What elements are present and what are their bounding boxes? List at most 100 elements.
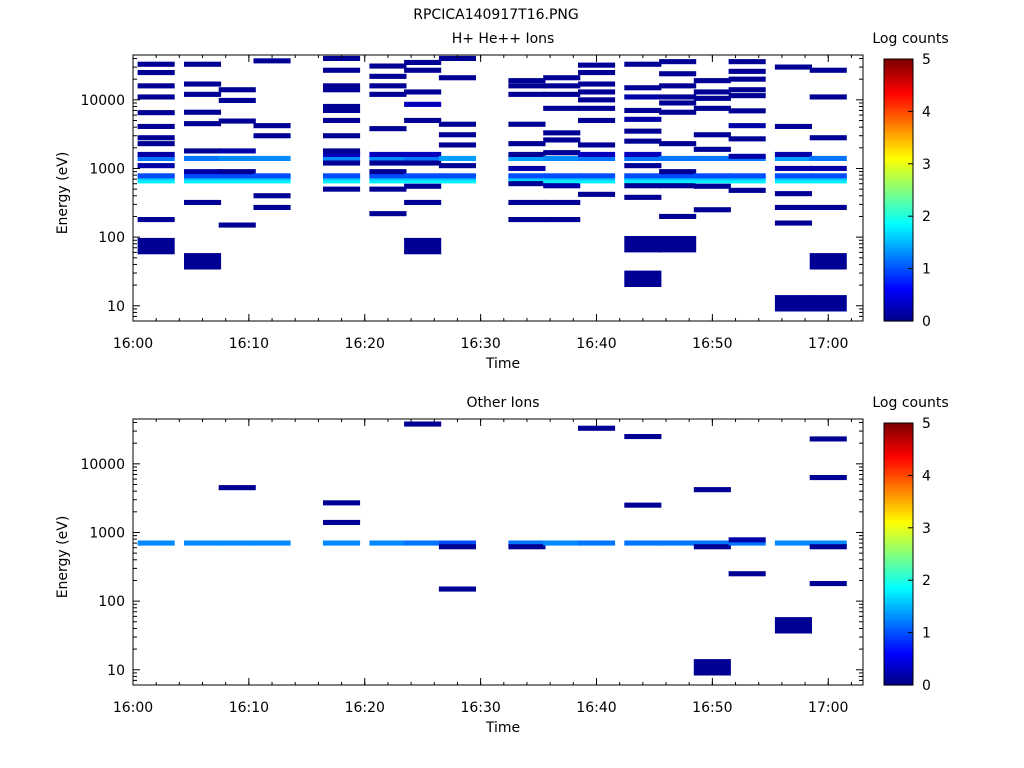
panel-h-he-ions: 16:00 16:10 16:20 16:30 16:40 16:50 17:0010100… <box>55 31 949 372</box>
heatmap-cell <box>578 62 616 68</box>
heatmap-cell <box>508 121 546 127</box>
heatmap-cell <box>137 151 175 157</box>
heatmap-cell <box>659 236 697 253</box>
colorbar-swatch <box>884 142 913 147</box>
colorbar-swatch <box>884 601 913 605</box>
heatmap-cell <box>323 133 361 139</box>
heatmap-cell <box>728 153 766 159</box>
colorbar-swatch <box>884 632 913 636</box>
colorbar-swatch <box>884 184 913 188</box>
heatmap-cell <box>624 61 662 67</box>
colorbar-swatch <box>884 478 913 482</box>
colorbar-swatch <box>884 430 913 435</box>
heatmap-cell <box>728 173 766 179</box>
heatmap-cell <box>543 137 581 143</box>
heatmap-cell <box>323 87 361 93</box>
colorbar-swatch <box>884 682 913 686</box>
colorbar-swatch <box>884 527 913 532</box>
colorbar-swatch <box>884 231 913 236</box>
heatmap-cell <box>137 94 175 100</box>
colorbar-swatch <box>884 161 913 165</box>
heatmap-cell <box>774 617 812 634</box>
colorbar-swatch <box>884 79 913 84</box>
colorbar-swatch <box>884 512 913 516</box>
heatmap-cell <box>543 183 581 189</box>
heatmap-cell <box>774 155 812 161</box>
heatmap-cell <box>404 117 442 123</box>
colorbar-swatch <box>884 210 913 215</box>
y-tick-label: 10 <box>107 299 125 315</box>
colorbar-swatch <box>884 457 913 461</box>
heatmap-cell <box>369 211 407 217</box>
heatmap-cell <box>809 295 847 312</box>
colorbar-swatch <box>884 438 913 442</box>
colorbar-swatch <box>884 648 913 652</box>
heatmap-cell <box>693 173 731 179</box>
heatmap-cells <box>137 55 847 312</box>
x-tick-label: 16:10 <box>229 336 269 352</box>
colorbar-swatch <box>884 619 913 623</box>
colorbar-swatch <box>884 580 913 584</box>
heatmap-cell <box>253 173 291 179</box>
colorbar-tick-label: 1 <box>922 626 931 642</box>
heatmap-cell <box>659 59 697 65</box>
colorbar-swatch <box>884 77 913 81</box>
heatmap-cell <box>809 67 847 73</box>
colorbar-swatch <box>884 637 913 642</box>
heatmap-cell <box>624 107 662 113</box>
heatmap-cell <box>508 178 546 184</box>
colorbar-swatch <box>884 289 913 293</box>
heatmap-cell <box>253 178 291 184</box>
colorbar-swatch <box>884 472 913 476</box>
heatmap-cell <box>438 178 476 184</box>
heatmap-cell <box>323 178 361 184</box>
colorbar-swatch <box>884 567 913 571</box>
heatmap-cell <box>137 83 175 89</box>
heatmap-cell <box>369 155 407 161</box>
heatmap-cell <box>323 155 361 161</box>
plot-frame <box>132 418 864 686</box>
colorbar-swatch <box>884 195 913 199</box>
colorbar-swatch <box>884 208 913 212</box>
colorbar-swatch <box>884 216 913 220</box>
colorbar-swatch <box>884 85 913 89</box>
heatmap-cell <box>624 236 662 253</box>
heatmap-cell <box>253 58 291 64</box>
colorbar-swatch <box>884 252 913 257</box>
heatmap-cell <box>137 141 175 147</box>
heatmap-cell <box>774 540 812 546</box>
colorbar-tick-label: 3 <box>922 157 931 173</box>
heatmap-cell <box>404 101 442 107</box>
colorbar-swatch <box>884 140 913 144</box>
colorbar-tick-label: 3 <box>922 521 931 537</box>
heatmap-cell <box>404 199 442 205</box>
colorbar-swatch <box>884 300 913 304</box>
colorbar-swatch <box>884 506 913 511</box>
heatmap-cell <box>774 151 812 157</box>
heatmap-cell <box>137 110 175 116</box>
colorbar-swatch <box>884 645 913 649</box>
colorbar-tick-label: 5 <box>922 52 931 68</box>
heatmap-cell <box>774 220 812 226</box>
heatmap-cell <box>578 142 616 148</box>
heatmap-cell <box>184 155 222 161</box>
colorbar-swatch <box>884 671 913 676</box>
x-tick-label: 16:30 <box>460 336 500 352</box>
colorbar-swatch <box>884 302 913 306</box>
colorbar-swatch <box>884 292 913 296</box>
colorbar-swatch <box>884 116 913 120</box>
colorbar-tick-label: 4 <box>922 104 931 120</box>
heatmap-cell <box>693 95 731 101</box>
colorbar-swatch <box>884 501 913 505</box>
colorbar-swatch <box>884 121 913 126</box>
heatmap-cell <box>369 160 407 166</box>
colorbar-swatch <box>884 148 913 152</box>
heatmap-cell <box>508 199 546 205</box>
colorbar-swatch <box>884 666 913 670</box>
colorbar-swatch <box>884 171 913 175</box>
colorbar-swatch <box>884 559 913 563</box>
colorbar-swatch <box>884 658 913 663</box>
colorbar-swatch <box>884 530 913 534</box>
colorbar-swatch <box>884 197 913 202</box>
heatmap-cell <box>624 434 662 440</box>
